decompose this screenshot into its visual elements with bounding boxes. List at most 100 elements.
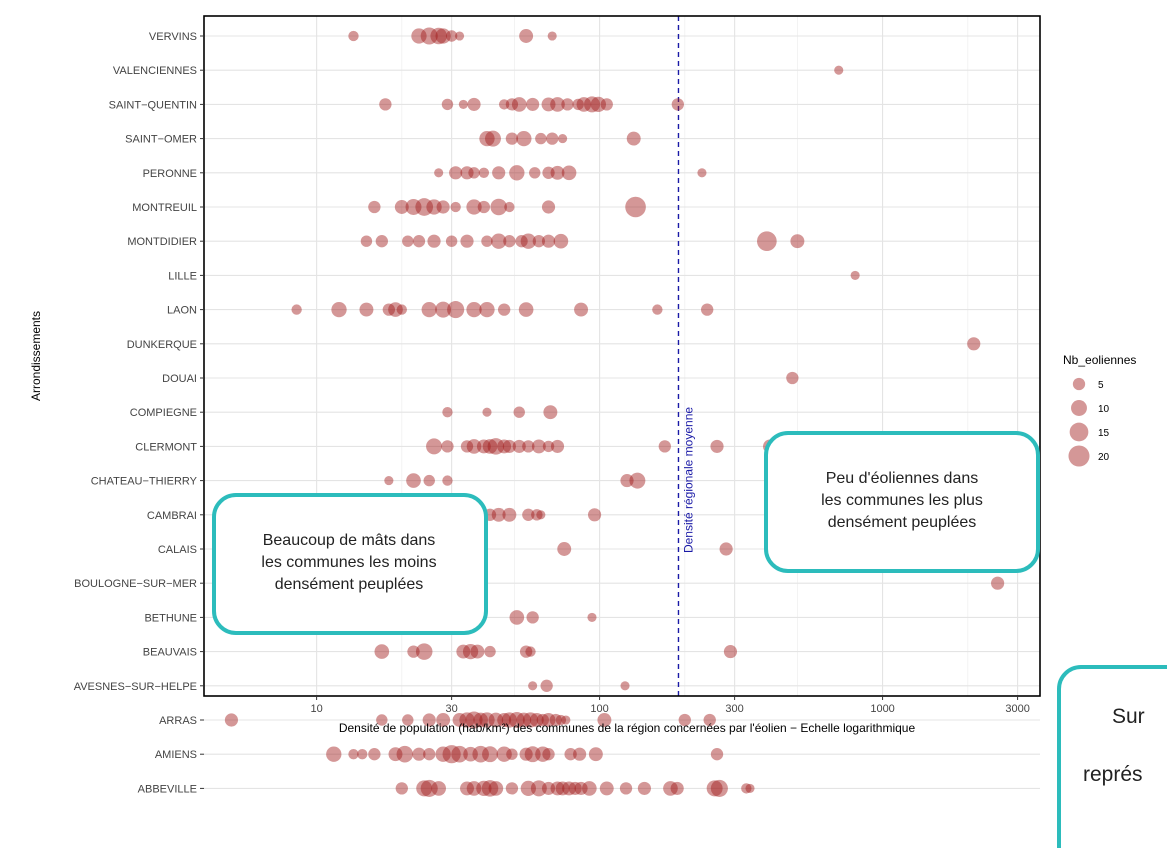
data-point xyxy=(528,681,538,691)
data-point xyxy=(574,302,589,317)
data-point xyxy=(482,746,498,763)
data-point xyxy=(476,780,492,797)
data-point xyxy=(550,97,565,112)
data-point xyxy=(850,270,860,280)
data-point xyxy=(430,27,447,45)
data-point xyxy=(406,473,421,488)
data-point xyxy=(625,196,646,218)
data-point xyxy=(368,200,381,214)
data-point xyxy=(442,407,453,418)
data-point xyxy=(536,510,546,520)
data-point xyxy=(522,440,535,453)
data-point xyxy=(488,781,504,796)
data-point xyxy=(458,99,468,109)
data-point xyxy=(619,782,633,795)
data-point xyxy=(652,304,663,315)
data-point xyxy=(546,132,559,145)
data-point xyxy=(435,301,452,318)
data-point xyxy=(374,644,390,659)
data-point xyxy=(415,198,434,216)
data-point xyxy=(326,746,342,762)
data-point xyxy=(541,713,556,727)
data-point xyxy=(573,747,587,761)
data-point xyxy=(465,711,483,729)
data-point xyxy=(562,781,577,796)
data-point xyxy=(405,199,422,215)
data-point xyxy=(786,371,799,385)
data-point xyxy=(670,781,684,795)
data-point xyxy=(442,475,453,486)
data-point xyxy=(467,97,481,111)
data-point xyxy=(663,781,678,796)
data-point xyxy=(555,714,567,726)
data-point xyxy=(530,780,547,797)
data-point xyxy=(460,166,474,180)
y-tick-label: DOUAI xyxy=(162,373,197,385)
legend-key xyxy=(1068,445,1090,467)
annotation-text: les communes les plus xyxy=(821,492,983,509)
data-point xyxy=(541,200,556,214)
y-tick-label: ARRAS xyxy=(159,715,197,727)
x-tick-label: 100 xyxy=(590,703,608,715)
data-point xyxy=(463,746,478,762)
data-point xyxy=(435,28,451,44)
y-tick-label: AVESNES−SUR−HELPE xyxy=(74,681,197,693)
data-point xyxy=(466,199,482,215)
data-point xyxy=(423,474,435,487)
data-point xyxy=(741,783,752,794)
data-point xyxy=(629,472,646,489)
y-tick-label: SAINT−QUENTIN xyxy=(109,99,197,111)
data-point xyxy=(484,645,496,658)
data-point xyxy=(524,746,541,763)
data-point xyxy=(658,440,671,453)
x-tick-label: 1000 xyxy=(870,703,894,715)
data-point xyxy=(441,98,454,111)
data-point xyxy=(678,713,691,727)
data-point xyxy=(497,303,511,316)
data-point xyxy=(375,235,388,248)
data-point xyxy=(376,714,388,726)
data-point xyxy=(541,97,556,112)
points-group xyxy=(224,27,1005,797)
annotation-text: densément peuplées xyxy=(828,514,977,531)
data-point xyxy=(485,130,501,147)
data-point xyxy=(547,31,557,41)
data-point xyxy=(502,439,516,453)
data-point xyxy=(466,301,482,318)
data-point xyxy=(368,748,381,761)
data-point xyxy=(834,65,844,75)
data-point xyxy=(599,781,614,796)
data-point xyxy=(460,781,474,796)
data-point xyxy=(488,712,504,728)
y-tick-label: CLERMONT xyxy=(135,441,197,453)
data-point xyxy=(561,98,574,111)
data-point xyxy=(442,745,461,764)
data-point xyxy=(522,508,535,521)
data-point xyxy=(503,235,516,248)
data-point xyxy=(710,439,724,453)
data-point xyxy=(360,235,373,247)
data-point xyxy=(452,713,467,727)
y-tick-label: MONTREUIL xyxy=(132,202,197,214)
data-point xyxy=(620,474,634,488)
data-point xyxy=(421,301,437,318)
data-point xyxy=(564,748,577,761)
y-tick-label: PERONNE xyxy=(143,168,197,180)
data-point xyxy=(582,781,597,796)
plot-border xyxy=(203,15,1041,697)
data-point xyxy=(476,439,491,454)
data-point xyxy=(541,234,556,248)
data-point xyxy=(516,130,532,147)
data-point xyxy=(509,165,525,181)
data-point xyxy=(388,302,403,317)
data-point xyxy=(561,165,577,181)
grid xyxy=(204,16,1040,789)
data-point xyxy=(508,712,525,728)
annotation-text: représ xyxy=(1083,763,1143,786)
data-point xyxy=(506,748,518,760)
y-tick-label: DUNKERQUE xyxy=(127,339,197,351)
data-point xyxy=(529,713,544,727)
data-point xyxy=(536,713,549,727)
data-point xyxy=(482,439,498,454)
